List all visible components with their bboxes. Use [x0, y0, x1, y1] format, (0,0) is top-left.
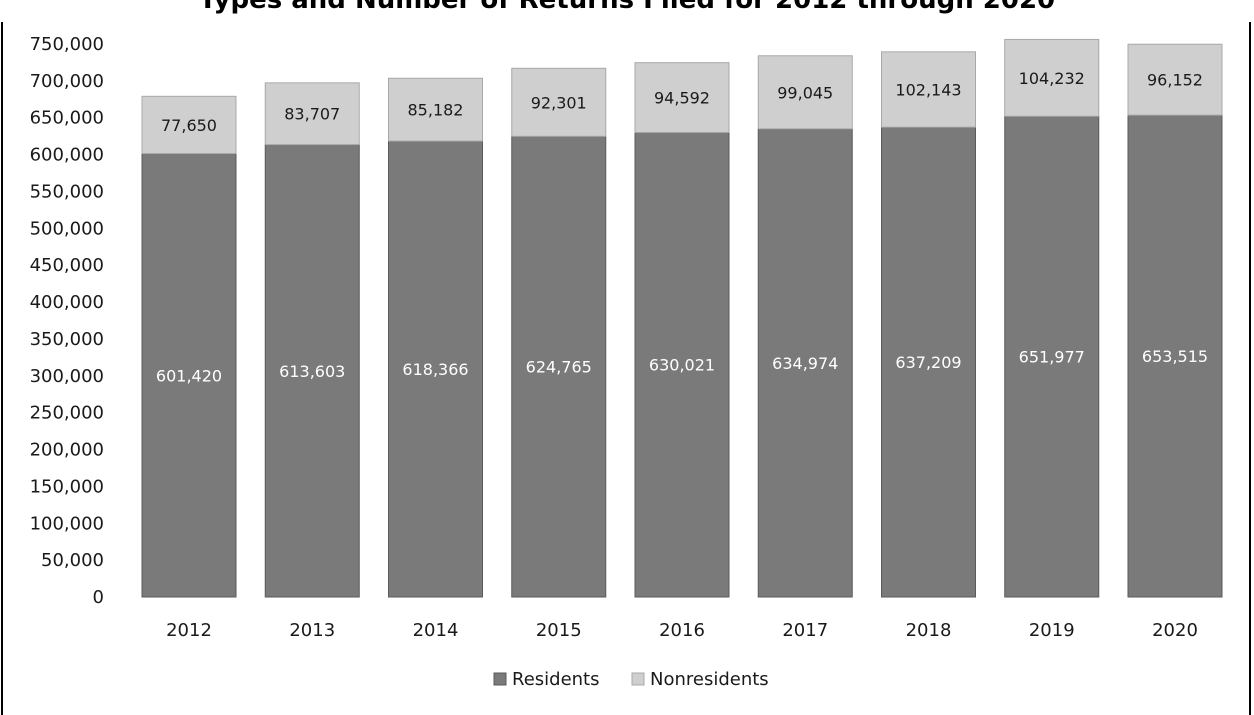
data-label-nonresidents: 83,707	[284, 105, 340, 124]
data-label-nonresidents: 77,650	[161, 116, 217, 135]
data-label-residents: 613,603	[279, 362, 345, 381]
bar-residents	[757, 128, 853, 598]
x-tick-label: 2020	[1152, 620, 1198, 641]
data-label-nonresidents: 96,152	[1147, 71, 1203, 90]
y-tick-label: 300,000	[30, 366, 104, 387]
bar-nonresidents	[264, 82, 360, 146]
x-tick-label: 2014	[413, 620, 459, 641]
bar-nonresidents	[1127, 43, 1223, 116]
y-tick-label: 700,000	[30, 71, 104, 92]
bar-nonresidents	[881, 51, 976, 128]
data-label-nonresidents: 92,301	[531, 93, 587, 112]
data-label-residents: 634,974	[772, 354, 838, 373]
y-tick-label: 500,000	[30, 218, 104, 239]
y-tick-label: 100,000	[30, 513, 104, 534]
bar-nonresidents	[634, 62, 730, 133]
y-tick-label: 550,000	[30, 181, 104, 202]
bar-nonresidents	[511, 67, 607, 137]
y-tick-label: 350,000	[30, 329, 104, 350]
bar-residents	[1127, 114, 1223, 598]
y-tick-label: 400,000	[30, 292, 104, 313]
data-label-nonresidents: 99,045	[777, 83, 833, 102]
bar-nonresidents	[388, 77, 483, 142]
data-label-residents: 601,420	[156, 366, 222, 385]
data-label-residents: 630,021	[649, 356, 715, 375]
data-label-nonresidents: 85,182	[408, 101, 464, 120]
legend: Residents Nonresidents	[493, 669, 769, 690]
bar-residents	[881, 126, 976, 598]
chart-title: Types and Number of Returns Filed for 20…	[198, 0, 1056, 15]
y-tick-label: 600,000	[30, 145, 104, 166]
bar-nonresidents	[1004, 38, 1100, 117]
legend-swatch-residents	[493, 672, 507, 686]
data-label-residents: 637,209	[895, 353, 961, 372]
data-label-nonresidents: 94,592	[654, 89, 710, 108]
legend-label-residents: Residents	[512, 669, 600, 690]
y-tick-label: 650,000	[30, 108, 104, 129]
y-tick-label: 150,000	[30, 476, 104, 497]
y-tick-label: 250,000	[30, 403, 104, 424]
x-tick-label: 2015	[536, 620, 582, 641]
x-tick-label: 2016	[659, 620, 705, 641]
data-label-residents: 651,977	[1019, 348, 1085, 367]
data-label-nonresidents: 104,232	[1019, 69, 1085, 88]
y-tick-label: 50,000	[41, 550, 104, 571]
legend-label-nonresidents: Nonresidents	[650, 669, 769, 690]
data-label-residents: 618,366	[402, 360, 468, 379]
y-tick-label: 450,000	[30, 255, 104, 276]
y-axis: 0 50,000 100,000 150,000 200,000 250,000 300,0…	[30, 34, 104, 608]
y-tick-label: 0	[93, 587, 104, 608]
bar-residents	[388, 140, 483, 598]
bar-nonresidents	[757, 55, 853, 130]
x-tick-label: 2019	[1029, 620, 1075, 641]
x-axis: 2012 2013 2014 2015 2016 2017 2018 2019 2020	[166, 620, 1198, 641]
data-label-residents: 653,515	[1142, 347, 1208, 366]
bar-residents	[264, 144, 360, 598]
data-label-residents: 624,765	[526, 358, 592, 377]
y-tick-label: 200,000	[30, 440, 104, 461]
data-label-nonresidents: 102,143	[895, 81, 961, 100]
bar-nonresidents	[141, 95, 237, 155]
bar-residents	[1004, 115, 1100, 598]
x-tick-label: 2012	[166, 620, 212, 641]
x-tick-label: 2018	[906, 620, 952, 641]
x-tick-label: 2017	[782, 620, 828, 641]
bar-residents	[511, 135, 607, 598]
legend-swatch-nonresidents	[631, 672, 645, 686]
bar-residents	[634, 131, 730, 598]
bar-residents	[141, 153, 237, 598]
bars-group: 601,420 77,650 613,603 83,707 618,366 85,182 6…	[141, 38, 1223, 598]
y-tick-label: 750,000	[30, 34, 104, 55]
x-tick-label: 2013	[289, 620, 335, 641]
